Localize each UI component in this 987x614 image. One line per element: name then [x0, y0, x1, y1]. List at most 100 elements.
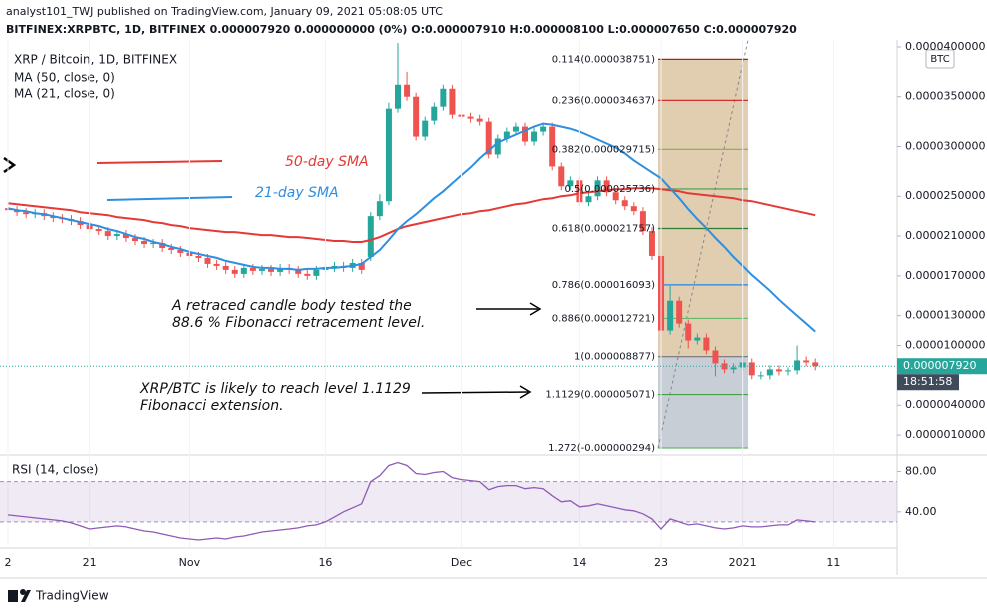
y-tick-label: 0.0000010000: [905, 428, 985, 441]
candle-body: [313, 269, 320, 276]
candle-body: [476, 118, 483, 122]
y-tick-label: 0.0000100000: [905, 339, 985, 352]
annotation: A retraced candle body tested the: [171, 298, 412, 314]
fib-label: 1(0.000008877): [574, 352, 655, 363]
y-tick-label: 0.0000040000: [905, 398, 985, 411]
y-tick-label: 80.00: [905, 465, 937, 478]
candle-body: [803, 360, 810, 363]
candle-body: [766, 369, 773, 376]
candle-body: [295, 269, 302, 274]
candle-body: [204, 257, 211, 264]
candle-body: [404, 84, 411, 97]
x-tick-label: 14: [572, 556, 586, 569]
publisher-line: analyst101_TWJ published on TradingView.…: [6, 5, 443, 18]
candle-body: [585, 196, 592, 203]
candle-body: [222, 265, 229, 270]
candle-body: [141, 241, 148, 245]
fib-label: 0.886(0.000012721): [552, 313, 655, 324]
fib-label: 0.236(0.000034637): [552, 95, 655, 106]
candle-body: [213, 263, 220, 266]
candle-body: [422, 120, 429, 137]
candle-body: [150, 243, 157, 245]
candle-body: [512, 126, 519, 132]
candle-body: [385, 108, 392, 202]
candle-body: [503, 131, 510, 139]
candle-body: [440, 88, 447, 107]
candle-body: [113, 234, 120, 237]
candle-body: [249, 267, 256, 271]
candle-body: [667, 300, 674, 331]
ma-line: [7, 122, 816, 333]
candle-body: [648, 231, 655, 256]
candle-body: [676, 300, 683, 324]
candle-body: [494, 138, 501, 155]
y-tick-label: 0.0000400000: [905, 40, 985, 53]
y-tick-label: 0.0000300000: [905, 139, 985, 152]
candle-body: [449, 88, 456, 115]
y-tick-label: 0.0000350000: [905, 90, 985, 103]
brand-logo: [8, 589, 31, 602]
candle-body: [268, 268, 275, 272]
x-tick-label: 2021: [729, 556, 757, 569]
edge-arrow: [3, 156, 17, 174]
x-tick-label: 11: [826, 556, 840, 569]
ma-line: [7, 187, 816, 243]
currency-box: [925, 49, 955, 69]
candle-body: [122, 234, 129, 239]
arrow-head: [519, 385, 532, 399]
candle-body: [531, 131, 538, 142]
candle-body: [639, 211, 646, 232]
candle-body: [104, 231, 111, 237]
sma21-marker: [106, 196, 233, 201]
fib-label: 0.786(0.000016093): [552, 280, 655, 291]
candle-body: [685, 323, 692, 341]
panes: [0, 40, 987, 579]
fib-label: 0.382(0.000029715): [552, 144, 655, 155]
annotation: 88.6 % Fibonacci retracement level.: [172, 315, 425, 331]
annotation: 50-day SMA: [285, 154, 369, 170]
symbol-line: BITFINEX:XRPBTC, 1D, BITFINEX 0.00000792…: [6, 23, 797, 36]
candle-body: [77, 221, 84, 226]
x-tick-label: 23: [654, 556, 668, 569]
candle-body: [467, 116, 474, 119]
rsi-band: [0, 481, 897, 522]
fib-trend: [657, 40, 749, 449]
candle-body: [258, 268, 265, 271]
y-tick-label: 0.0000130000: [905, 309, 985, 322]
candle-body: [376, 201, 383, 217]
candle-body: [521, 126, 528, 142]
candle-body: [95, 229, 102, 232]
fib-label: 1.1129(0.000005071): [545, 390, 655, 401]
annotation: Fibonacci extension.: [140, 398, 284, 414]
candle-body: [367, 216, 374, 257]
fib-label: 0.114(0.000038751): [552, 54, 655, 65]
candle-body: [159, 243, 166, 248]
currency-label: BTC: [930, 54, 949, 65]
candle-body: [730, 367, 737, 370]
rsi-title: RSI (14, close): [12, 463, 98, 477]
y-tick-label: 0.0000250000: [905, 189, 985, 202]
candle-body: [757, 375, 764, 377]
candle-body: [549, 126, 556, 167]
candle-body: [177, 249, 184, 253]
candle-body: [612, 192, 619, 201]
fib-label: 1.272(-0.000000294): [548, 443, 655, 454]
y-tick-label: 0.0000170000: [905, 269, 985, 282]
y-tick-label: 0.0000210000: [905, 229, 985, 242]
annotation: XRP/BTC is likely to reach level 1.1129: [139, 381, 411, 397]
candle-body: [694, 337, 701, 341]
annotation: 21-day SMA: [255, 185, 339, 201]
candle-body: [812, 362, 819, 367]
rsi-line: [7, 461, 816, 541]
fib-zone: [658, 356, 748, 448]
candle-body: [168, 247, 175, 250]
legend-entry: MA (50, close, 0): [14, 71, 115, 85]
x-tick-label: 16: [318, 556, 332, 569]
candle-body: [558, 166, 565, 187]
candle-body: [540, 126, 547, 132]
candle-body: [785, 370, 792, 372]
candle-body: [630, 206, 637, 212]
candle-body: [413, 96, 420, 137]
